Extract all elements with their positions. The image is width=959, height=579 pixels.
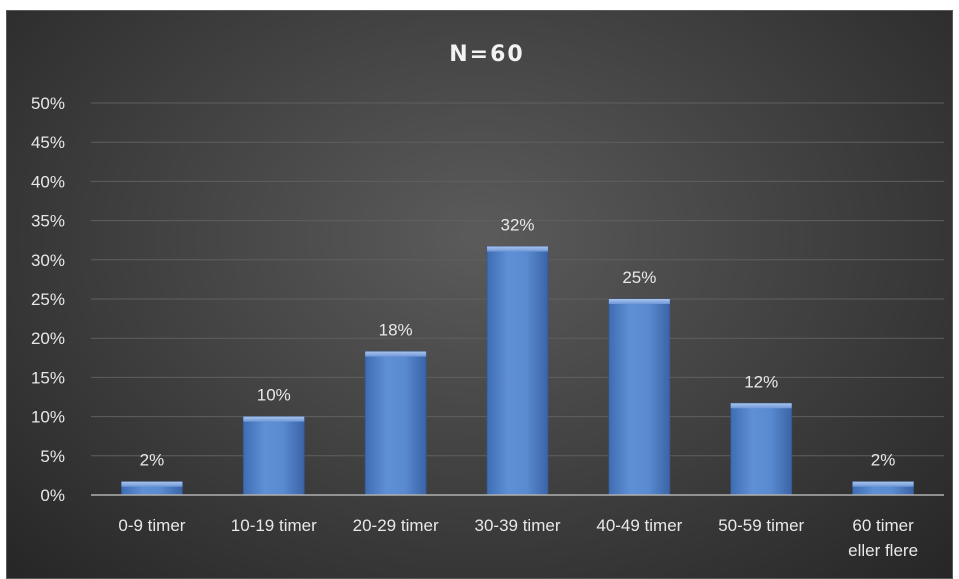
y-tick-label: 25% — [31, 290, 65, 309]
bars — [121, 246, 914, 496]
x-category-label: 30-39 timer — [475, 516, 561, 535]
y-axis-ticks: 0% 5% 10% 15% 20% 25% 30% 35% 40% 45% 50% — [31, 94, 65, 505]
bar-top-highlight — [365, 351, 427, 357]
y-tick-label: 50% — [31, 94, 65, 113]
data-label: 25% — [622, 268, 656, 287]
x-category-label: 50-59 timer — [718, 516, 804, 535]
x-category-label: 60 timer eller flere — [848, 516, 918, 560]
bar — [730, 402, 793, 496]
bar-top-highlight — [243, 416, 305, 422]
x-category-label: 10-19 timer — [231, 516, 317, 535]
y-tick-label: 45% — [31, 133, 65, 152]
data-label: 10% — [257, 386, 291, 405]
y-tick-label: 40% — [31, 172, 65, 191]
bar-chart: N=60 0% 5% 10% 15% 20% 25% 30% 35% 40% 45% 50% 2% 1… — [31, 42, 944, 560]
data-label: 2% — [140, 451, 165, 470]
data-label: 32% — [500, 215, 534, 234]
y-tick-label: 10% — [31, 408, 65, 427]
chart-frame: N=60 0% 5% 10% 15% 20% 25% 30% 35% 40% 45% 50% 2% 1… — [6, 10, 953, 579]
y-tick-label: 35% — [31, 212, 65, 231]
x-category-label: 0-9 timer — [118, 516, 185, 535]
x-axis-categories: 0-9 timer 10-19 timer 20-29 timer 30-39 tim… — [118, 516, 918, 560]
bar-top-highlight — [487, 246, 548, 252]
bar — [608, 298, 671, 496]
y-tick-label: 20% — [31, 329, 65, 348]
y-tick-label: 0% — [40, 486, 65, 505]
x-category-label: 20-29 timer — [353, 516, 439, 535]
y-tick-label: 15% — [31, 368, 65, 387]
y-tick-label: 5% — [40, 447, 65, 466]
data-label: 2% — [871, 451, 896, 470]
bar-top-highlight — [730, 403, 792, 409]
data-label: 12% — [744, 372, 778, 391]
bar-top-highlight — [121, 481, 183, 487]
chart-title: N=60 — [449, 42, 524, 67]
x-category-label: 40-49 timer — [596, 516, 682, 535]
bar — [486, 246, 549, 496]
bar-top-highlight — [608, 299, 670, 304]
bar — [242, 416, 305, 496]
bar-top-highlight — [852, 481, 914, 487]
data-labels: 2% 10% 18% 32% 25% 12% 2% — [140, 215, 896, 469]
bar — [364, 351, 427, 496]
data-label: 18% — [379, 321, 413, 340]
y-tick-label: 30% — [31, 251, 65, 270]
